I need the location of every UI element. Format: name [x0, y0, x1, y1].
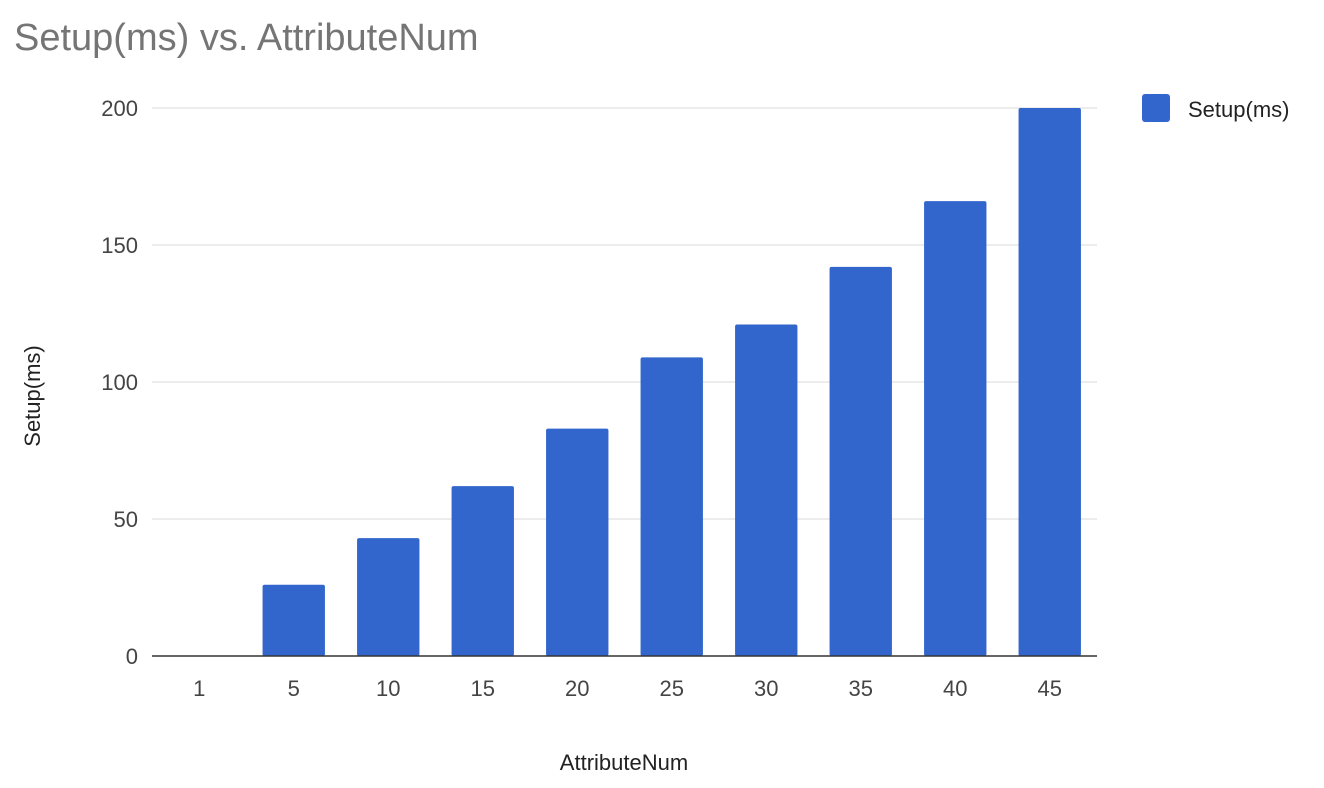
bars: [262, 108, 1081, 656]
x-tick-label: 25: [660, 676, 684, 701]
x-tick-label: 5: [288, 676, 300, 701]
y-tick-label: 50: [114, 507, 138, 532]
x-tick-label: 45: [1038, 676, 1062, 701]
x-tick-label: 35: [849, 676, 873, 701]
x-tick-labels: 1 5 10 15 20 25 30 35 40 45: [193, 676, 1062, 701]
y-tick-labels: 0 50 100 150 200: [101, 96, 138, 669]
legend-label: Setup(ms): [1188, 97, 1289, 122]
x-axis-label: AttributeNum: [560, 750, 688, 775]
bar-35: [829, 266, 892, 656]
bar-45: [1018, 108, 1081, 656]
x-tick-label: 1: [193, 676, 205, 701]
x-tick-label: 10: [376, 676, 400, 701]
bar-25: [640, 357, 703, 656]
x-tick-label: 20: [565, 676, 589, 701]
legend: Setup(ms): [1142, 94, 1289, 122]
bar-40: [924, 201, 987, 656]
bar-20: [546, 428, 609, 656]
legend-swatch: [1142, 94, 1170, 122]
y-tick-label: 100: [101, 370, 138, 395]
x-tick-label: 40: [943, 676, 967, 701]
y-tick-label: 200: [101, 96, 138, 121]
y-tick-label: 150: [101, 233, 138, 258]
bar-10: [357, 538, 420, 656]
bar-15: [451, 486, 514, 656]
y-axis-label: Setup(ms): [20, 345, 45, 446]
y-tick-label: 0: [126, 644, 138, 669]
x-tick-label: 30: [754, 676, 778, 701]
chart-title: Setup(ms) vs. AttributeNum: [14, 17, 479, 59]
bar-30: [735, 324, 798, 656]
bar-5: [262, 584, 325, 656]
x-tick-label: 15: [471, 676, 495, 701]
